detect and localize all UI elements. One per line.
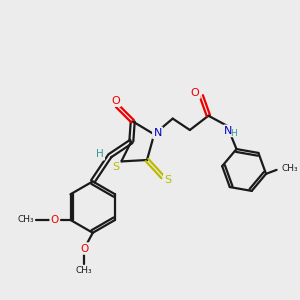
Text: H: H — [96, 149, 104, 159]
Text: O: O — [190, 88, 200, 98]
Text: O: O — [80, 244, 88, 254]
Text: CH₃: CH₃ — [18, 215, 34, 224]
Text: N: N — [224, 126, 232, 136]
Text: N: N — [153, 128, 162, 138]
Text: S: S — [164, 175, 171, 185]
Text: O: O — [111, 96, 120, 106]
Text: S: S — [112, 162, 119, 172]
Text: CH₃: CH₃ — [282, 164, 298, 172]
Text: CH₃: CH₃ — [76, 266, 92, 275]
Text: H: H — [230, 129, 237, 138]
Text: O: O — [51, 215, 59, 225]
